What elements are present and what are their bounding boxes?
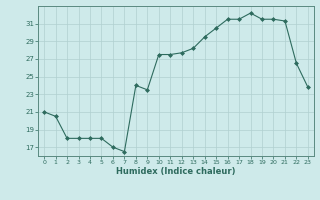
X-axis label: Humidex (Indice chaleur): Humidex (Indice chaleur) xyxy=(116,167,236,176)
